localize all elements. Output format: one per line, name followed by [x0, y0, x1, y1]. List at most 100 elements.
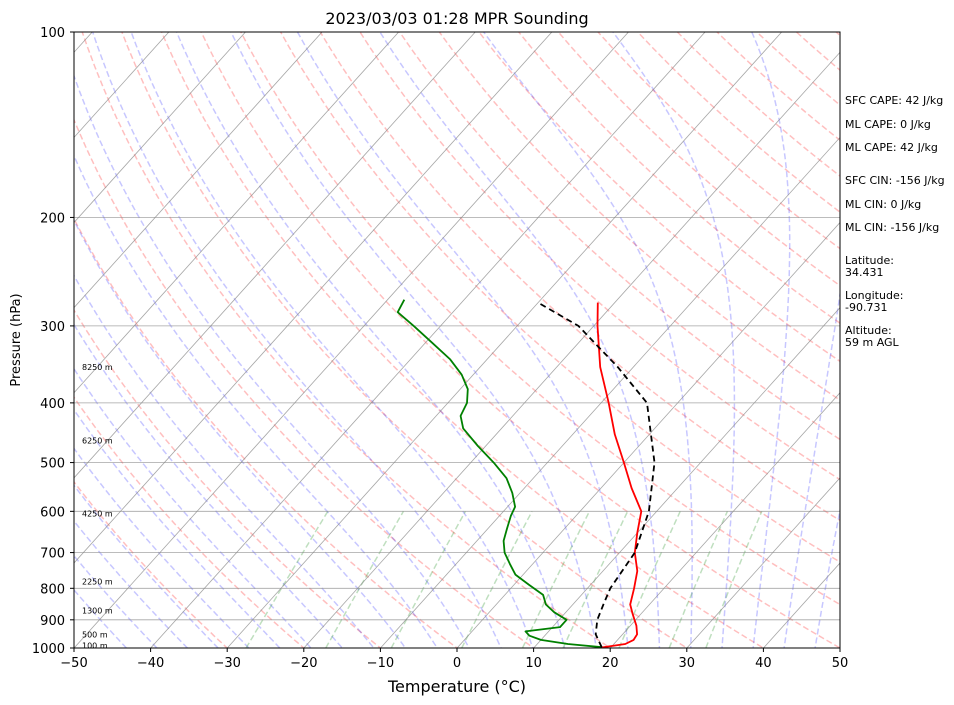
mixing-ratio-line — [705, 511, 763, 648]
y-tick-label: 400 — [40, 397, 65, 412]
height-label: 8250 m — [82, 363, 113, 372]
grid-lines — [74, 32, 840, 648]
dry-adiabat-line — [121, 32, 689, 648]
ml-cin-text-1: ML CIN: 0 J/kg — [845, 198, 921, 211]
y-axis-title: Pressure (hPa) — [9, 293, 24, 386]
x-tick-label: −20 — [290, 656, 317, 671]
x-tick-label: −30 — [213, 656, 240, 671]
height-labels: 100 m 500 m 1300 m 2250 m 4250 m 6250 m 8250 m — [82, 363, 113, 650]
y-tick-label: 900 — [40, 614, 65, 629]
dry-adiabat-line — [74, 395, 305, 648]
moist-adiabat-line — [175, 32, 566, 648]
moist-adiabat-line — [296, 32, 629, 648]
isotherm-line — [74, 32, 400, 394]
moist-adiabat-line — [74, 484, 220, 648]
series-line-2 — [396, 299, 602, 648]
dry-adiabat-line — [359, 32, 840, 481]
moist-adiabat-line — [74, 408, 281, 648]
dry-adiabat-line — [240, 32, 840, 606]
moist-adiabat-line — [379, 32, 661, 648]
height-label: 100 m — [82, 641, 108, 650]
dry-adiabat-line — [74, 480, 229, 648]
x-tick-label: 20 — [602, 656, 619, 671]
isotherm-line — [456, 221, 840, 648]
moist-adiabat-line — [483, 32, 693, 648]
dry-adiabat-line — [517, 32, 840, 325]
altitude-value: 59 m AGL — [845, 336, 900, 349]
y-tick-label: 500 — [40, 457, 65, 472]
isotherm-line — [74, 32, 323, 309]
moist-adiabat-line — [91, 32, 502, 648]
ml-cape-text-2: ML CAPE: 42 J/kg — [845, 141, 938, 154]
isotherm-line — [533, 307, 840, 648]
sounding-series — [396, 299, 656, 648]
moist-adiabat-line — [74, 153, 439, 648]
side-panel: SFC CAPE: 42 J/kg ML CAPE: 0 J/kg ML CAP… — [845, 94, 945, 349]
dry-adiabat-line — [200, 32, 840, 648]
series-line-1 — [596, 302, 643, 648]
isotherm-line — [74, 32, 630, 648]
moist-adiabat-line — [74, 73, 470, 648]
height-label: 4250 m — [82, 510, 113, 519]
dry-adiabat-line — [74, 217, 459, 648]
isotherm-line — [379, 136, 840, 648]
chart-title: 2023/03/03 01:28 MPR Sounding — [325, 9, 588, 28]
x-tick-label: −40 — [137, 656, 164, 671]
height-label: 1300 m — [82, 607, 113, 616]
plot-frame — [73, 31, 841, 649]
x-tick-label: 40 — [755, 656, 772, 671]
moist-adiabat-line — [74, 519, 189, 648]
isotherm-line — [74, 32, 476, 479]
dry-adiabat-line — [319, 32, 840, 522]
moist-adiabat-line — [612, 32, 736, 648]
moist-adiabat-line — [130, 32, 534, 648]
x-tick-label: 50 — [832, 656, 849, 671]
moist-adiabat-line — [751, 32, 791, 648]
latitude-value: 34.431 — [845, 266, 884, 279]
background-reference-lines — [74, 32, 840, 648]
ml-cape-text-1: ML CAPE: 0 J/kg — [845, 118, 931, 131]
y-tick-label: 1000 — [32, 642, 65, 657]
dry-adiabat-line — [81, 32, 612, 648]
dry-adiabat-line — [160, 32, 765, 648]
series-line-3 — [537, 301, 656, 648]
mixing-ratio-line — [245, 510, 329, 648]
ml-cin-text-2: ML CIN: -156 J/kg — [845, 221, 939, 234]
y-axis: 1000 900 800 700 600 500 400 300 200 100 — [32, 26, 74, 657]
sfc-cape-text: SFC CAPE: 42 J/kg — [845, 94, 943, 107]
x-tick-label: 30 — [679, 656, 696, 671]
x-axis: −50 −40 −30 −20 −10 0 10 20 30 40 50 — [60, 648, 848, 671]
moist-adiabat-line — [783, 289, 840, 648]
mixing-ratio-line — [668, 510, 729, 648]
x-axis-title: Temperature (°C) — [387, 677, 526, 696]
moist-adiabat-line — [74, 274, 375, 648]
altitude-label: Altitude: — [845, 324, 892, 337]
mixing-ratio-line — [390, 510, 467, 648]
height-label: 2250 m — [82, 578, 113, 587]
isotherm-line — [303, 51, 840, 648]
moist-adiabat-line — [74, 588, 128, 648]
moist-adiabat-line — [74, 554, 158, 648]
dry-adiabat-line — [438, 32, 840, 401]
moist-adiabat-line — [74, 367, 312, 648]
isotherm-line — [686, 477, 840, 648]
y-tick-label: 100 — [40, 26, 65, 41]
isotherm-line — [226, 32, 783, 648]
dry-adiabat-line — [74, 118, 535, 648]
dry-adiabat-line — [279, 32, 840, 563]
x-tick-label: −10 — [367, 656, 394, 671]
longitude-label: Longitude: — [845, 289, 903, 302]
latitude-label: Latitude: — [845, 254, 894, 267]
height-label: 500 m — [82, 630, 108, 639]
isotherm-line — [609, 392, 840, 648]
moist-adiabat-line — [74, 447, 250, 648]
moist-adiabat-line — [74, 323, 344, 648]
y-tick-label: 700 — [40, 547, 65, 562]
x-tick-label: 10 — [525, 656, 542, 671]
moist-adiabat-line — [230, 32, 598, 648]
x-tick-label: −50 — [60, 656, 87, 671]
x-tick-label: 0 — [453, 656, 461, 671]
mixing-ratio-line — [618, 510, 681, 648]
isotherm-line — [74, 32, 553, 564]
